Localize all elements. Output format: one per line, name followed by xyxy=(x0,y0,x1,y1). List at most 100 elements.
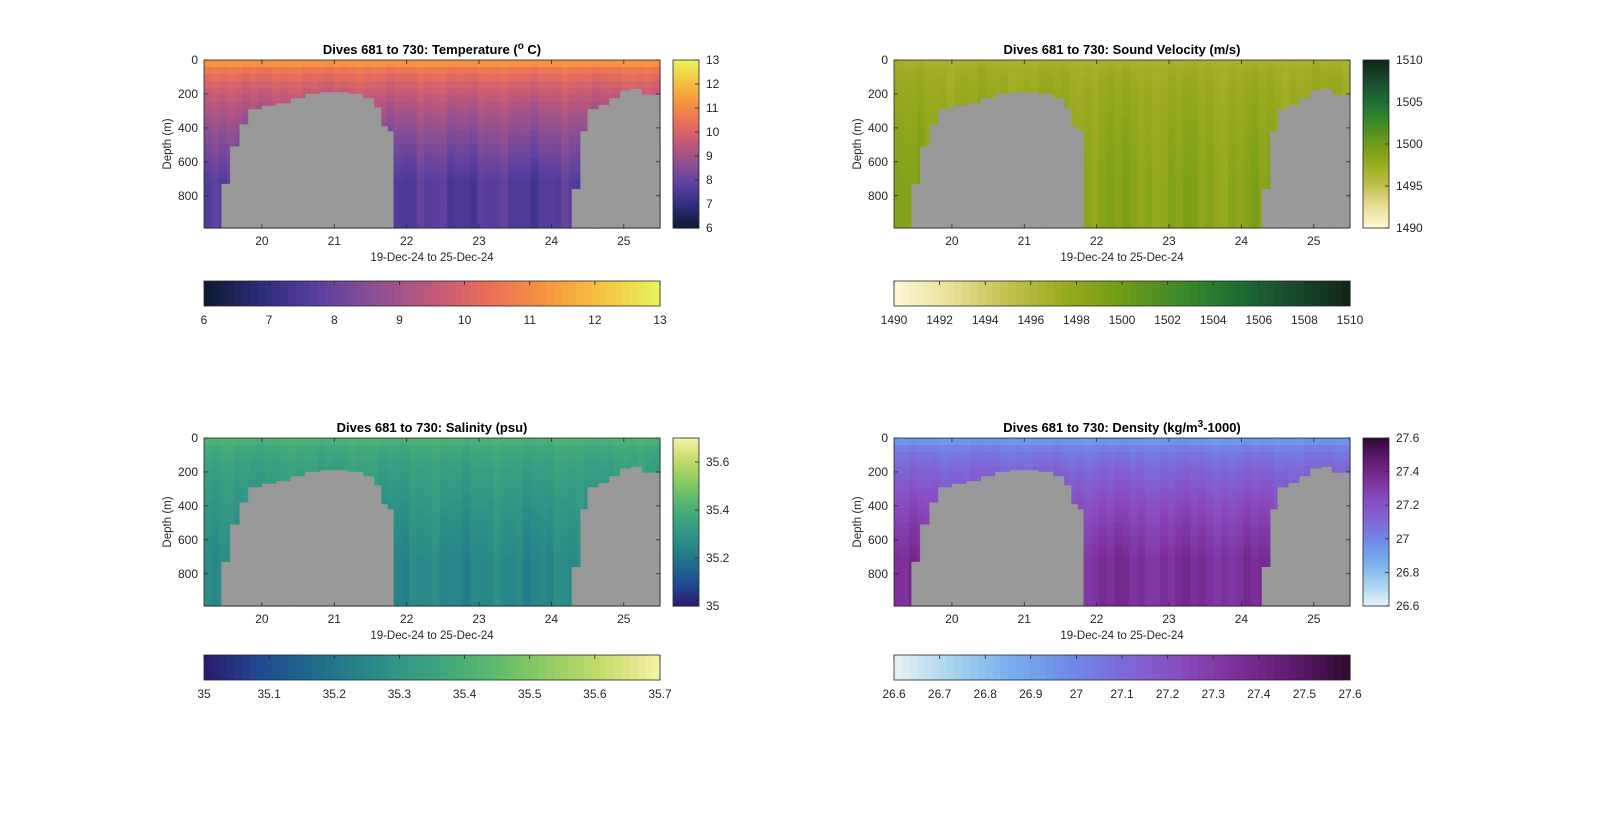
heatmap-cell xyxy=(1167,116,1176,124)
heatmap-cell xyxy=(591,466,600,474)
x-tick-label: 22 xyxy=(400,234,414,248)
colorbar-segment xyxy=(673,194,699,198)
heatmap-cell xyxy=(1213,74,1222,82)
colorbar-segment xyxy=(1363,183,1389,187)
heatmap-cell xyxy=(394,550,403,558)
heatmap-cell xyxy=(1236,123,1245,131)
heatmap-cell xyxy=(932,74,941,82)
heatmap-cell xyxy=(538,74,547,82)
heatmap-cell xyxy=(515,487,524,495)
heatmap-cell xyxy=(424,543,433,551)
heatmap-cell xyxy=(1144,186,1153,194)
heatmap-cell xyxy=(1190,95,1199,103)
heatmap-cell xyxy=(1152,214,1161,222)
heatmap-cell xyxy=(909,158,918,166)
heatmap-cell xyxy=(439,158,448,166)
heatmap-cell xyxy=(257,81,266,89)
heatmap-cell xyxy=(970,81,979,89)
x-tick-label: 21 xyxy=(328,234,342,248)
colorbar-segment xyxy=(1363,149,1389,153)
heatmap-cell xyxy=(1084,186,1093,194)
heatmap-cell xyxy=(371,459,380,467)
heatmap-cell xyxy=(523,109,532,117)
heatmap-cell xyxy=(939,60,948,68)
heatmap-cell xyxy=(962,95,971,103)
heatmap-cell xyxy=(576,95,585,103)
heatmap-cell xyxy=(1152,172,1161,180)
heatmap-cell xyxy=(939,67,948,75)
heatmap-cell xyxy=(924,102,933,110)
heatmap-cell xyxy=(1243,137,1252,145)
heatmap-cell xyxy=(1091,214,1100,222)
heatmap-cell xyxy=(1213,60,1222,68)
heatmap-cell xyxy=(439,585,448,593)
heatmap-cell xyxy=(454,543,463,551)
heatmap-cell xyxy=(1068,60,1077,68)
colorbar-segment xyxy=(673,202,699,207)
colorbar-segment xyxy=(287,281,296,306)
heatmap-cell xyxy=(470,109,479,117)
heatmap-cell xyxy=(447,480,456,488)
heatmap-cell xyxy=(1015,74,1024,82)
colorbar-segment xyxy=(280,281,289,306)
heatmap-cell xyxy=(1106,81,1115,89)
heatmap-cell xyxy=(553,144,562,152)
heatmap-cell xyxy=(954,81,963,89)
heatmap-cell xyxy=(508,466,517,474)
heatmap-cell xyxy=(924,60,933,68)
heatmap-cell xyxy=(219,137,228,145)
heatmap-cell xyxy=(568,438,577,446)
heatmap-cell xyxy=(363,459,372,467)
heatmap-cell xyxy=(591,81,600,89)
heatmap-cell xyxy=(568,550,577,558)
heatmap-cell xyxy=(371,452,380,460)
heatmap-cell xyxy=(1129,130,1138,138)
heatmap-cell xyxy=(1175,207,1184,215)
heatmap-cell xyxy=(470,445,479,453)
heatmap-cell xyxy=(508,214,517,222)
heatmap-cell xyxy=(492,109,501,117)
no-data-region-right xyxy=(571,466,660,606)
heatmap-cell xyxy=(447,200,456,208)
heatmap-cell xyxy=(416,571,425,579)
heatmap-cell xyxy=(901,522,910,530)
heatmap-cell xyxy=(204,200,213,208)
heatmap-cell xyxy=(492,459,501,467)
heatmap-cell xyxy=(1182,109,1191,117)
heatmap-cell xyxy=(462,95,471,103)
heatmap-cell xyxy=(568,494,577,502)
colorbar-segment xyxy=(1363,110,1389,114)
heatmap-cell xyxy=(644,67,653,75)
heatmap-cell xyxy=(538,88,547,96)
heatmap-cell xyxy=(424,109,433,117)
heatmap-cell xyxy=(1228,137,1237,145)
heatmap-cell xyxy=(318,67,327,75)
heatmap-cell xyxy=(932,88,941,96)
heatmap-cell xyxy=(546,193,555,201)
heatmap-cell xyxy=(454,473,463,481)
heatmap-cell xyxy=(1190,137,1199,145)
heatmap-cell xyxy=(447,571,456,579)
heatmap-cell xyxy=(409,466,418,474)
heatmap-cell xyxy=(1182,186,1191,194)
colorbar-tick-label: 35.2 xyxy=(323,687,347,701)
heatmap-cell xyxy=(523,543,532,551)
heatmap-cell xyxy=(424,445,433,453)
heatmap-cell xyxy=(416,536,425,544)
heatmap-cell xyxy=(401,564,410,572)
heatmap-cell xyxy=(470,60,479,68)
heatmap-cell xyxy=(416,557,425,565)
heatmap-cell xyxy=(1137,60,1146,68)
heatmap-cell xyxy=(1251,193,1260,201)
heatmap-cell xyxy=(310,466,319,474)
colorbar-segment xyxy=(302,655,311,680)
heatmap-cell xyxy=(561,165,570,173)
colorbar-segment xyxy=(462,655,471,680)
heatmap-cell xyxy=(1076,109,1085,117)
heatmap-cell xyxy=(371,60,380,68)
heatmap-cell xyxy=(523,130,532,138)
colorbar-segment xyxy=(673,586,699,590)
heatmap-cell xyxy=(546,557,555,565)
heatmap-cell xyxy=(363,88,372,96)
heatmap-cell xyxy=(219,473,228,481)
